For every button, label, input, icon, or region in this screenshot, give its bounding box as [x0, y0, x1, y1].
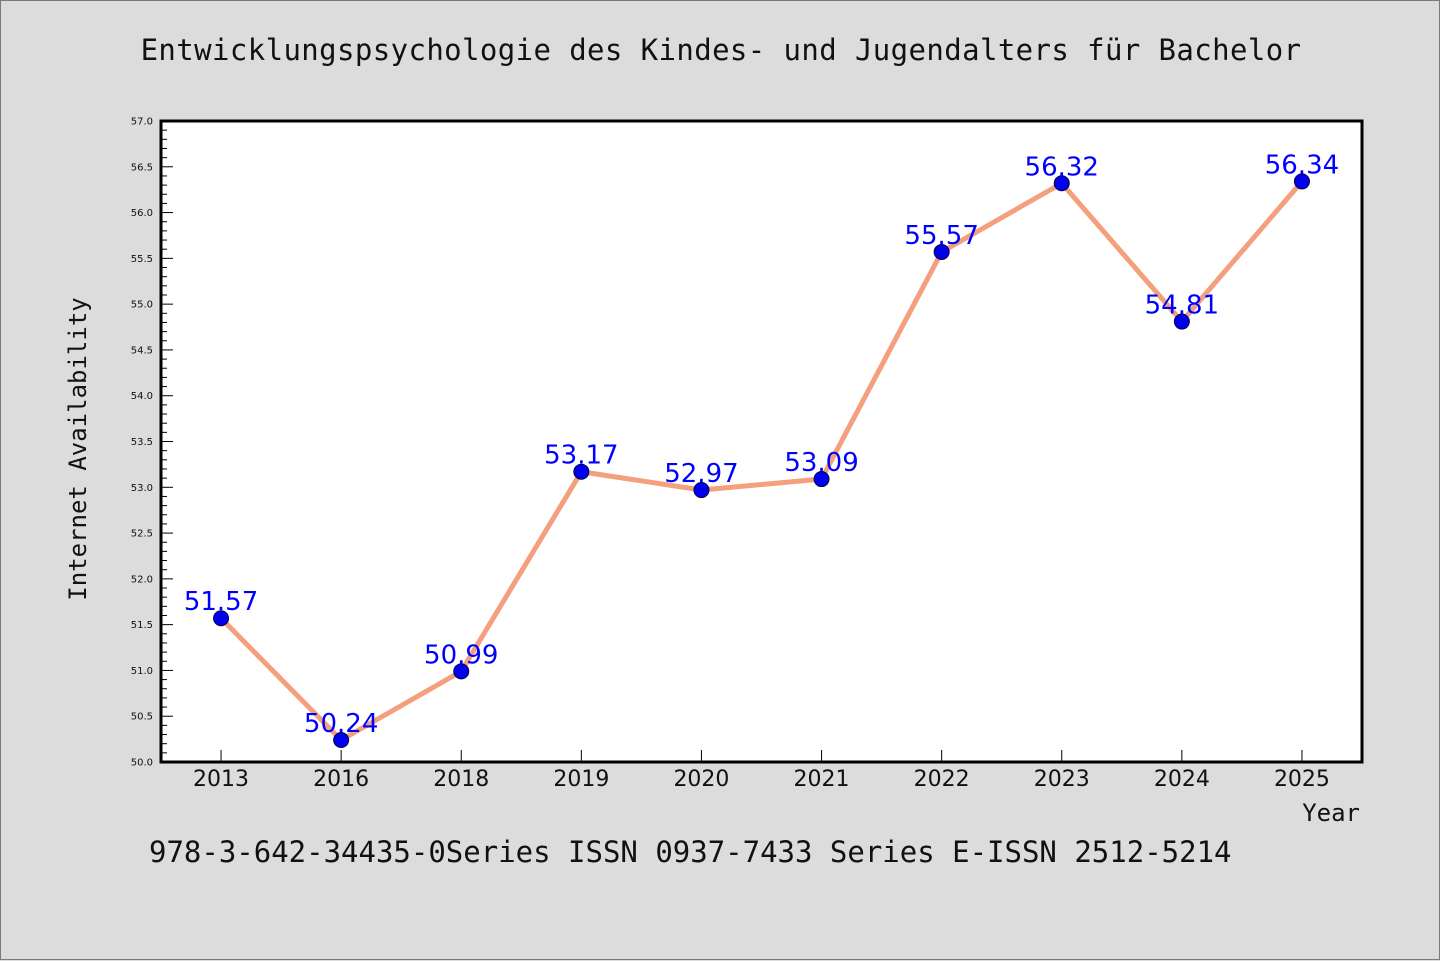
data-point	[1173, 313, 1190, 330]
y-tick-label: 57.0	[131, 117, 153, 128]
data-label: 51.57	[184, 587, 258, 617]
data-point	[813, 471, 830, 488]
data-point	[1293, 173, 1310, 190]
x-tick-label: 2021	[794, 767, 850, 792]
y-tick-label: 51.0	[131, 666, 153, 677]
data-point	[933, 243, 950, 260]
data-point	[573, 463, 590, 480]
y-tick-label: 53.5	[131, 437, 153, 448]
data-point	[693, 482, 710, 499]
x-axis: 2013 2016 2018 2019 2020 2021 2022 2023 2024 2025	[193, 750, 1330, 792]
data-label: 50.99	[424, 640, 498, 670]
data-point	[213, 610, 230, 627]
data-point	[453, 663, 470, 680]
x-tick-label: 2018	[433, 767, 489, 792]
data-label: 54.81	[1145, 291, 1219, 321]
y-tick-label: 50.5	[131, 712, 153, 723]
y-axis: 50.0 50.5 51.0 51.5 52.0 52.5 53.0 53.5 54.0 54.5…	[131, 117, 173, 769]
x-tick-label: 2013	[193, 767, 249, 792]
series-internet-availability	[218, 178, 1305, 743]
data-point	[333, 732, 350, 749]
y-tick-label: 56.5	[131, 162, 153, 173]
data-label: 53.09	[784, 448, 858, 478]
x-tick-label: 2023	[1034, 767, 1090, 792]
data-label: 50.24	[304, 709, 378, 739]
y-tick-label: 50.0	[131, 758, 153, 769]
x-tick-label: 2019	[553, 767, 609, 792]
x-tick-label: 2022	[914, 767, 970, 792]
series-line	[218, 178, 1305, 743]
x-axis-label: Year	[1302, 799, 1360, 827]
x-tick-label: 2024	[1154, 767, 1210, 792]
data-labels: 51.57 50.24 50.99 53.17 52.97 53.09 55.57 56.32…	[184, 150, 1339, 739]
y-tick-label: 53.0	[131, 483, 153, 494]
y-tick-label: 55.5	[131, 254, 153, 265]
data-label: 53.17	[544, 441, 618, 471]
data-label: 52.97	[664, 459, 738, 489]
y-axis-label: Internet Availability	[64, 297, 92, 600]
chart-title: Entwicklungspsychologie des Kindes- und …	[140, 33, 1302, 67]
x-tick-label: 2016	[313, 767, 369, 792]
y-tick-label: 52.5	[131, 529, 153, 540]
x-tick-label: 2020	[673, 767, 729, 792]
y-tick-label: 54.5	[131, 345, 153, 356]
y-tick-label: 52.0	[131, 574, 153, 585]
isbn-caption: 978-3-642-34435-0Series ISSN 0937-7433 S…	[149, 835, 1232, 869]
y-tick-label: 51.5	[131, 620, 153, 631]
y-tick-label: 55.0	[131, 300, 153, 311]
data-label: 56.32	[1025, 152, 1099, 182]
x-tick-label: 2025	[1274, 767, 1330, 792]
y-tick-label: 54.0	[131, 391, 153, 402]
data-points	[213, 173, 1310, 749]
data-point	[1053, 175, 1070, 192]
plot-area	[159, 119, 1364, 764]
data-label: 56.34	[1265, 150, 1339, 180]
data-label: 55.57	[904, 221, 978, 251]
y-tick-label: 56.0	[131, 208, 153, 219]
